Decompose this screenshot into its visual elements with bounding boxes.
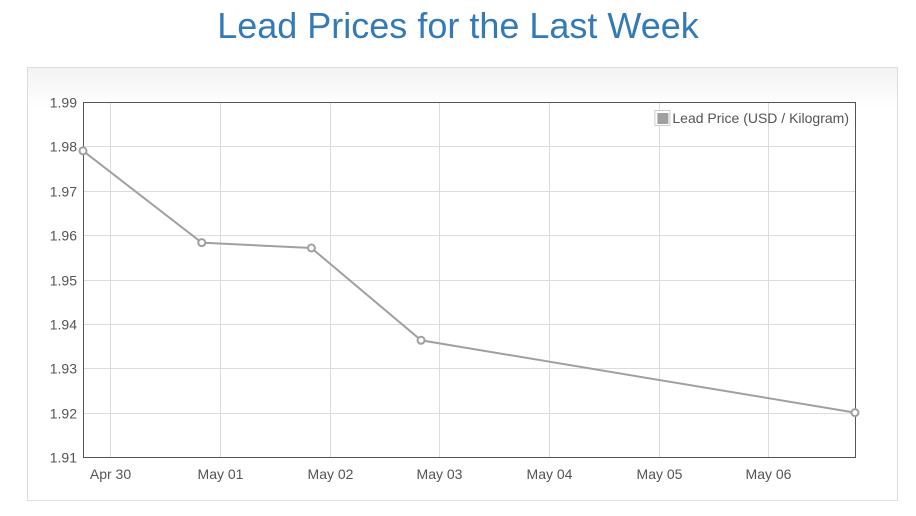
y-tick-label: 1.97 bbox=[50, 184, 77, 200]
y-tick-label: 1.99 bbox=[50, 95, 77, 111]
data-point[interactable] bbox=[850, 408, 860, 418]
y-axis-ticks: 1.91 1.92 1.93 1.94 1.95 1.96 1.97 1.98 1.99 bbox=[50, 95, 77, 466]
x-tick-label: May 03 bbox=[417, 466, 463, 482]
chart-grid bbox=[83, 102, 855, 458]
x-axis-ticks: Apr 30 May 01 May 02 May 03 May 04 May 05 May … bbox=[90, 466, 792, 482]
x-tick-label: May 04 bbox=[527, 466, 573, 482]
page-title: Lead Prices for the Last Week bbox=[217, 5, 699, 46]
line-chart: 1.91 1.92 1.93 1.94 1.95 1.96 1.97 1.98 1.99 Apr… bbox=[50, 95, 860, 482]
y-tick-label: 1.93 bbox=[50, 361, 77, 377]
data-point[interactable] bbox=[306, 243, 316, 253]
chart-panel: 1.91 1.92 1.93 1.94 1.95 1.96 1.97 1.98 1.99 Apr… bbox=[27, 67, 898, 501]
data-point[interactable] bbox=[78, 146, 88, 156]
y-tick-label: 1.94 bbox=[50, 317, 77, 333]
legend-swatch bbox=[657, 113, 669, 124]
y-tick-label: 1.95 bbox=[50, 273, 77, 289]
y-tick-label: 1.91 bbox=[50, 450, 77, 466]
legend-label: Lead Price (USD / Kilogram) bbox=[672, 110, 849, 126]
data-point[interactable] bbox=[197, 238, 207, 248]
x-tick-label: May 01 bbox=[198, 466, 244, 482]
x-tick-label: May 06 bbox=[746, 466, 792, 482]
series-line bbox=[82, 150, 856, 414]
x-tick-label: Apr 30 bbox=[90, 466, 131, 482]
x-tick-label: May 02 bbox=[308, 466, 354, 482]
y-tick-label: 1.98 bbox=[50, 139, 77, 155]
x-tick-label: May 05 bbox=[637, 466, 683, 482]
legend: Lead Price (USD / Kilogram) bbox=[654, 110, 849, 126]
plot-area-border bbox=[83, 102, 856, 458]
y-tick-label: 1.92 bbox=[50, 406, 77, 422]
y-tick-label: 1.96 bbox=[50, 228, 77, 244]
data-point[interactable] bbox=[416, 335, 426, 345]
series-layer bbox=[78, 146, 860, 418]
